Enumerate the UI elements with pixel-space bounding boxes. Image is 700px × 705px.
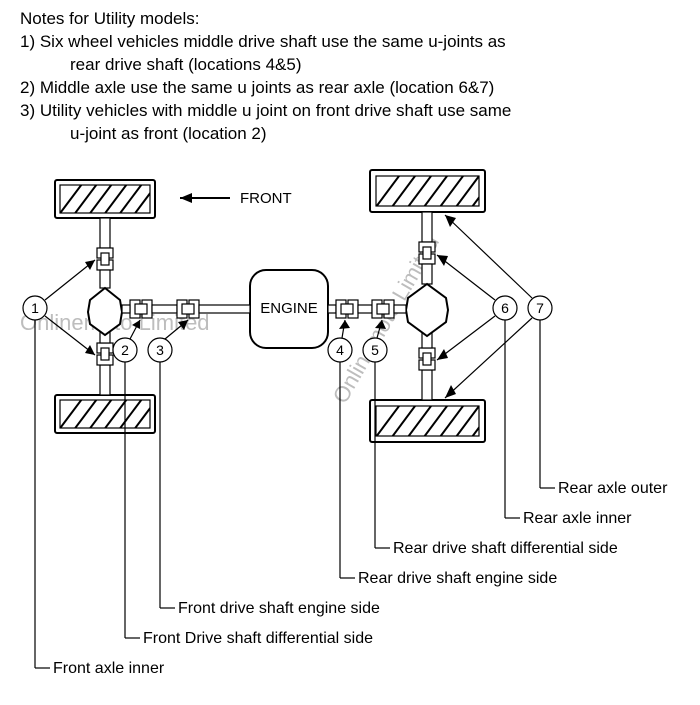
callout-3: 3 bbox=[148, 338, 172, 362]
callout-4: 4 bbox=[328, 338, 352, 362]
notes-line1b: rear drive shaft (locations 4&5) bbox=[20, 54, 680, 77]
label-front-diff-side: Front Drive shaft differential side bbox=[143, 630, 373, 647]
svg-text:1: 1 bbox=[31, 300, 39, 316]
notes-line1: 1) Six wheel vehicles middle drive shaft… bbox=[20, 31, 680, 54]
label-front-axle-inner: Front axle inner bbox=[53, 660, 165, 677]
svg-text:7: 7 bbox=[536, 300, 544, 316]
label-front-engine-side: Front drive shaft engine side bbox=[178, 600, 380, 617]
callout-1: 1 bbox=[23, 296, 47, 320]
stub1 bbox=[100, 270, 110, 288]
label-rear-axle-inner: Rear axle inner bbox=[523, 510, 632, 527]
tire-rear-left bbox=[370, 168, 501, 215]
notes-line3: 3) Utility vehicles with middle u joint … bbox=[20, 100, 680, 123]
front-driveshaft bbox=[152, 305, 177, 313]
callout-6: 6 bbox=[493, 296, 517, 320]
callout-2: 2 bbox=[113, 338, 137, 362]
stub-diff-rear bbox=[394, 305, 406, 313]
notes-line2: 2) Middle axle use the same u joints as … bbox=[20, 77, 680, 100]
tire-rear-right bbox=[370, 398, 501, 445]
drivetrain-diagram: Onlinemoto Limited Onlinemoto Limited bbox=[0, 160, 700, 700]
rear-axle-shaft-bot bbox=[422, 370, 432, 400]
callout-7: 7 bbox=[528, 296, 552, 320]
label-rear-axle-outer: Rear axle outer bbox=[558, 480, 668, 497]
ujoint-pos4 bbox=[336, 300, 358, 318]
notes-title: Notes for Utility models: bbox=[20, 8, 680, 31]
tire-front-left bbox=[55, 180, 160, 220]
engine-label: ENGINE bbox=[260, 300, 318, 317]
svg-text:4: 4 bbox=[336, 342, 344, 358]
rear-axle-shaft-top bbox=[422, 212, 432, 242]
ujoint-rear-bot bbox=[419, 348, 435, 370]
label-rear-engine-side: Rear drive shaft engine side bbox=[358, 570, 557, 587]
stub-engine-rear bbox=[328, 305, 336, 313]
ujoint-front-bot bbox=[97, 343, 113, 365]
rear-driveshaft bbox=[358, 305, 372, 313]
label-rear-diff-side: Rear drive shaft differential side bbox=[393, 540, 618, 557]
ujoint-front-top bbox=[97, 248, 113, 270]
callout-5: 5 bbox=[363, 338, 387, 362]
svg-text:2: 2 bbox=[121, 342, 129, 358]
svg-text:5: 5 bbox=[371, 342, 379, 358]
front-axle-shaft-top bbox=[100, 218, 110, 248]
notes-line3b: u-joint as front (location 2) bbox=[20, 123, 680, 146]
tire-front-right bbox=[55, 395, 160, 435]
front-arrow-head bbox=[180, 193, 192, 203]
svg-text:6: 6 bbox=[501, 300, 509, 316]
stub3 bbox=[422, 264, 432, 284]
front-label: FRONT bbox=[240, 190, 292, 207]
shaft-to-engine-front bbox=[199, 305, 250, 313]
svg-text:3: 3 bbox=[156, 342, 164, 358]
front-axle-shaft-bot bbox=[100, 365, 110, 395]
stub-diff-front bbox=[122, 305, 130, 313]
notes-block: Notes for Utility models: 1) Six wheel v… bbox=[20, 8, 680, 146]
